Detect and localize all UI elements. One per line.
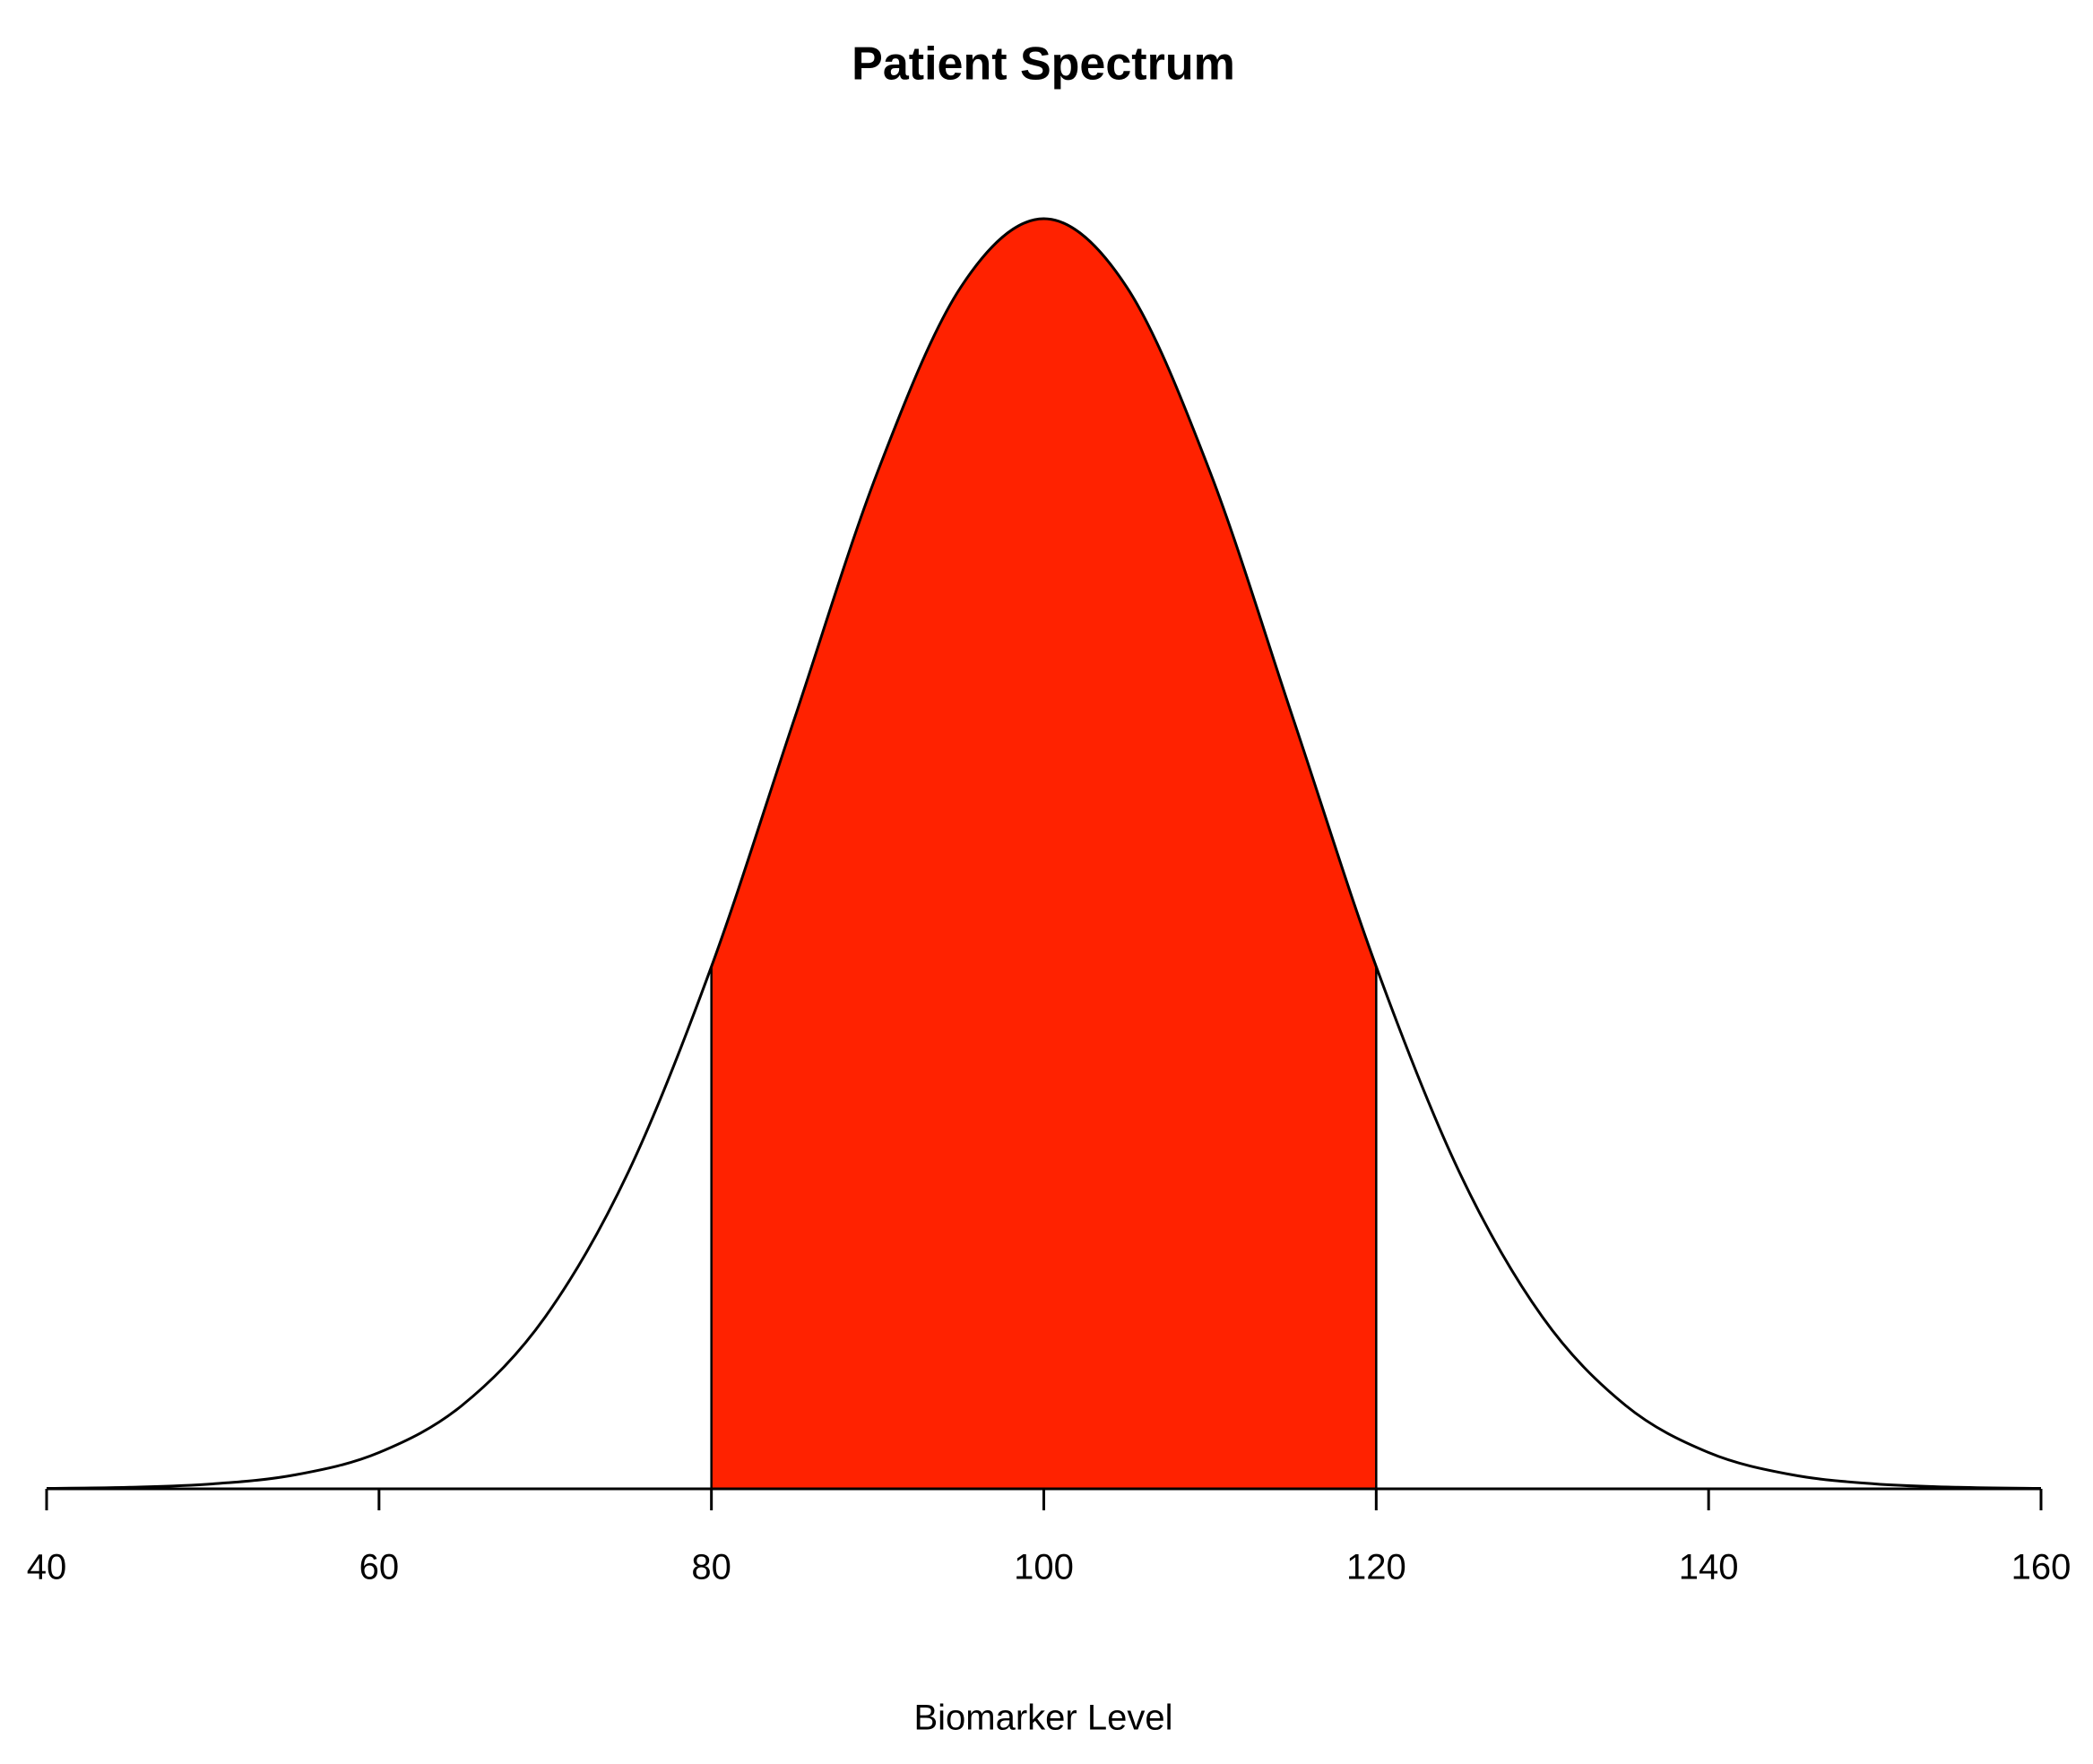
density-curve: [46, 217, 2042, 1491]
x-tick-label: 100: [1014, 1548, 1074, 1587]
x-tick-label: 160: [2011, 1548, 2071, 1587]
chart-title: Patient Spectrum: [852, 39, 1235, 91]
x-tick-label: 120: [1346, 1548, 1406, 1587]
highlight-area: [711, 219, 1377, 1489]
x-tick-label: 80: [691, 1548, 731, 1587]
x-tick-label: 60: [359, 1548, 400, 1587]
x-axis-label: Biomarker Level: [913, 1699, 1172, 1738]
x-tick-label: 40: [27, 1548, 67, 1587]
x-tick-label: 140: [1679, 1548, 1739, 1587]
